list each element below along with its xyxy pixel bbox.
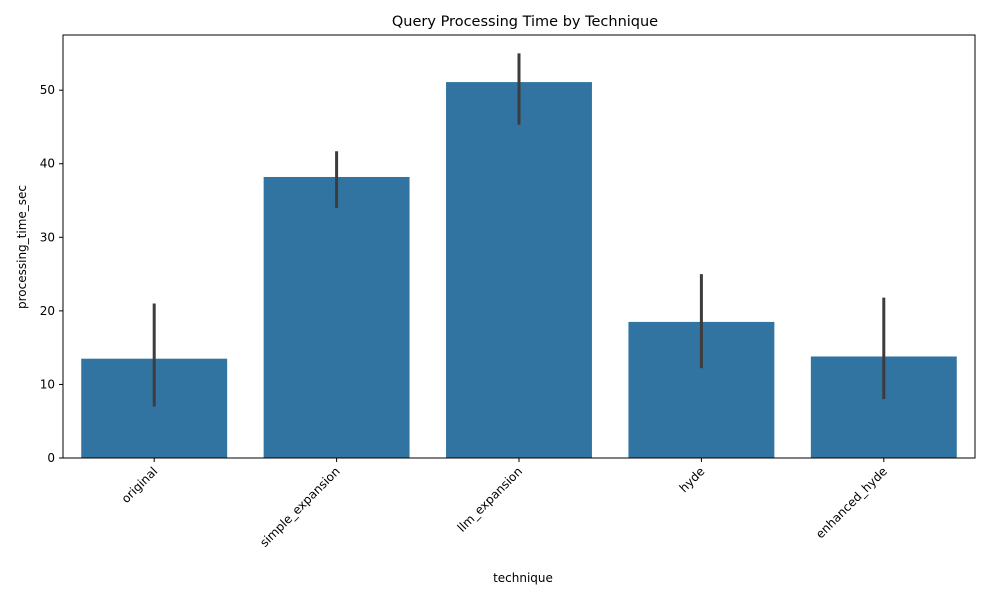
error-bars-layer [152,53,886,407]
chart-title: Query Processing Time by Technique [392,14,658,30]
x-tick-label: llm_expansion [455,464,526,535]
y-tick-label: 50 [40,83,55,97]
y-tick-label: 30 [40,230,55,244]
x-tick-label: enhanced_hyde [813,464,890,541]
x-tick-label: original [119,464,161,506]
y-tick-label: 20 [40,304,55,318]
y-tick-label: 10 [40,377,55,391]
x-tick-label: simple_expansion [257,464,343,550]
x-axis-label: technique [493,571,553,585]
y-axis-ticks: 0 10 20 30 40 50 [40,83,63,465]
x-tick-label: hyde [677,464,708,495]
bar-llm_expansion [446,82,592,459]
x-axis-ticks: original simple_expansion llm_expansion hyd… [119,458,890,550]
y-axis-label: processing_time_sec [15,185,29,309]
bars-layer [81,82,957,459]
y-tick-label: 0 [47,451,55,465]
y-tick-label: 40 [40,157,55,171]
bar-simple_expansion [263,176,410,458]
